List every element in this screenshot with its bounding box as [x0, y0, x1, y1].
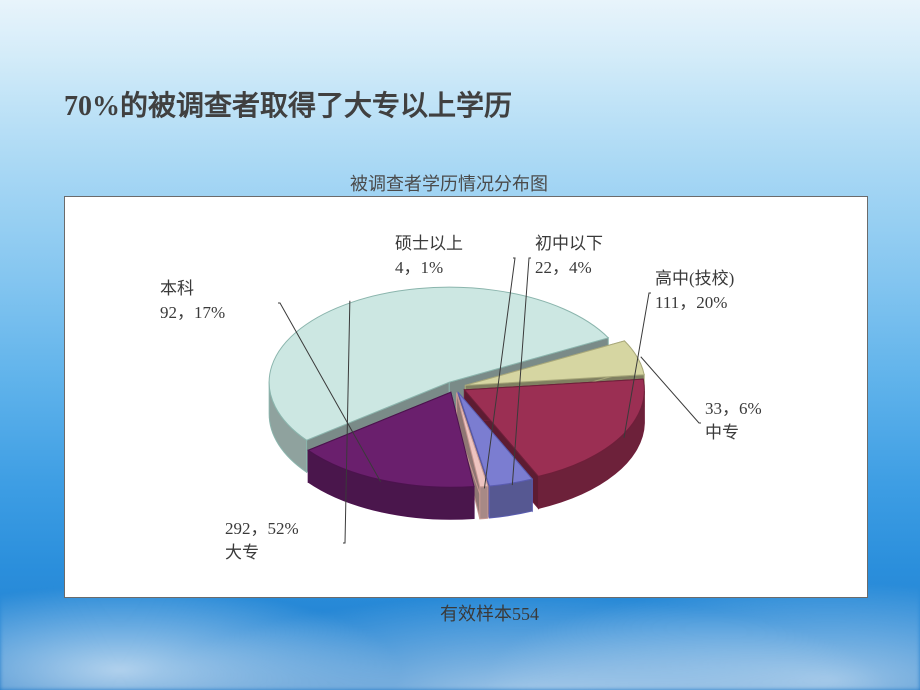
page-title: 70%的被调查者取得了大专以上学历 [64, 84, 512, 124]
sample-footer: 有效样本554 [440, 600, 539, 626]
chart-panel: 初中以下22，4%高中(技校)111，20%33，6%中专292，52%大专本科… [64, 196, 868, 598]
pie-leader-lines [65, 197, 867, 597]
chart-subtitle: 被调查者学历情况分布图 [350, 170, 548, 196]
